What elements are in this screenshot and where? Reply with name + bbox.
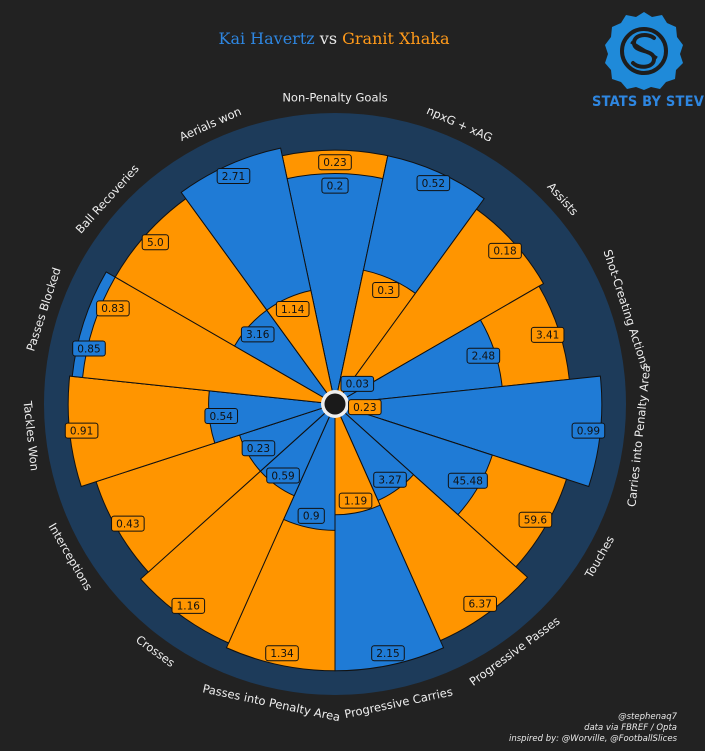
- value-label-b-0: 0.23: [323, 157, 346, 169]
- value-label-b-0-box: [318, 154, 352, 171]
- value-label-b-14: 1.14: [281, 304, 305, 316]
- value-label-a-12-box: [72, 340, 106, 357]
- param-label-4: Carries into Penalty Area: [624, 364, 653, 507]
- param-label-11: Tackles Won: [20, 399, 41, 471]
- value-label-a-13: 3.16: [246, 329, 270, 341]
- value-label-b-1: 0.3: [377, 285, 394, 297]
- logo-text: STATS BY STEVE: [592, 94, 705, 110]
- center-hub: [324, 393, 346, 415]
- value-label-a-4-box: [571, 422, 606, 439]
- value-label-b-3: 3.41: [536, 330, 559, 342]
- value-label-b-5-box: [518, 511, 553, 528]
- chart-title: Kai Havertz vs Granit Xhaka: [0, 29, 668, 48]
- value-label-a-8: 0.9: [303, 511, 320, 523]
- value-label-b-3-box: [530, 326, 565, 343]
- value-label-b-9: 1.16: [177, 601, 201, 613]
- value-label-a-10: 0.23: [247, 443, 270, 455]
- value-label-a-14-box: [216, 167, 251, 184]
- value-label-b-13-box: [141, 234, 169, 251]
- stats-by-steve-logo: STATS BY STEVE: [592, 10, 705, 110]
- value-label-b-7-box: [338, 492, 373, 509]
- title-player-b: Granit Xhaka: [342, 29, 450, 48]
- value-label-b-5: 59.6: [524, 515, 548, 527]
- value-label-a-9: 0.59: [271, 470, 294, 482]
- value-label-a-5: 45.48: [453, 476, 483, 488]
- value-label-b-4: 0.23: [353, 402, 376, 414]
- title-player-a: Kai Havertz: [218, 29, 315, 48]
- value-label-b-14-box: [275, 300, 310, 317]
- value-label-b-10-box: [111, 515, 145, 532]
- value-label-b-1-box: [372, 281, 400, 298]
- value-label-b-11-box: [64, 422, 99, 439]
- value-label-a-3: 2.48: [472, 351, 495, 363]
- value-label-a-0-box: [321, 177, 349, 194]
- value-label-a-4: 0.99: [577, 425, 600, 437]
- value-label-a-0: 0.2: [327, 180, 344, 192]
- value-label-b-2-box: [488, 242, 522, 259]
- value-label-a-7-box: [371, 645, 405, 662]
- title-vs: vs: [319, 29, 338, 48]
- value-label-b-6: 6.37: [468, 599, 491, 611]
- value-label-a-13-box: [240, 326, 275, 343]
- value-label-a-10-box: [241, 440, 276, 457]
- footer-author: @stephenaq7: [618, 712, 677, 722]
- value-label-b-11: 0.91: [70, 425, 93, 437]
- value-label-b-9-box: [171, 597, 206, 614]
- footer-inspired: inspired by: @Worville, @FootballSlices: [509, 734, 677, 744]
- param-label-0: Non-Penalty Goals: [282, 91, 387, 105]
- s-logo-icon: [605, 12, 683, 90]
- value-label-b-7: 1.19: [344, 495, 367, 507]
- value-label-b-2: 0.18: [493, 246, 516, 258]
- value-label-a-1: 0.52: [422, 178, 445, 190]
- value-label-a-2-box: [340, 375, 375, 392]
- value-label-b-6-box: [463, 595, 497, 612]
- value-label-b-13: 5.0: [147, 237, 164, 249]
- value-label-b-8-box: [265, 645, 299, 662]
- value-label-a-2: 0.03: [346, 379, 369, 391]
- value-label-a-11: 0.54: [210, 411, 234, 423]
- value-label-a-7: 2.15: [376, 648, 399, 660]
- value-label-b-10: 0.43: [116, 518, 139, 530]
- value-label-b-12: 0.83: [101, 303, 124, 315]
- value-label-a-3-box: [466, 347, 501, 364]
- value-label-a-5-box: [447, 472, 488, 489]
- footer-source: data via FBREF / Opta: [584, 723, 677, 733]
- value-label-a-6-box: [373, 471, 407, 488]
- value-label-a-6: 3.27: [378, 475, 401, 487]
- value-label-a-12: 0.85: [77, 343, 100, 355]
- value-label-a-1-box: [416, 175, 451, 192]
- value-label-a-11-box: [204, 407, 239, 424]
- value-label-a-8-box: [297, 507, 325, 524]
- value-label-b-8: 1.34: [270, 648, 294, 660]
- value-label-a-9-box: [266, 467, 300, 484]
- value-label-a-14: 2.71: [222, 171, 245, 183]
- value-label-b-12-box: [96, 300, 130, 317]
- value-label-b-4-box: [348, 399, 382, 416]
- footer-credits: @stephenaq7 data via FBREF / Opta inspir…: [509, 712, 677, 745]
